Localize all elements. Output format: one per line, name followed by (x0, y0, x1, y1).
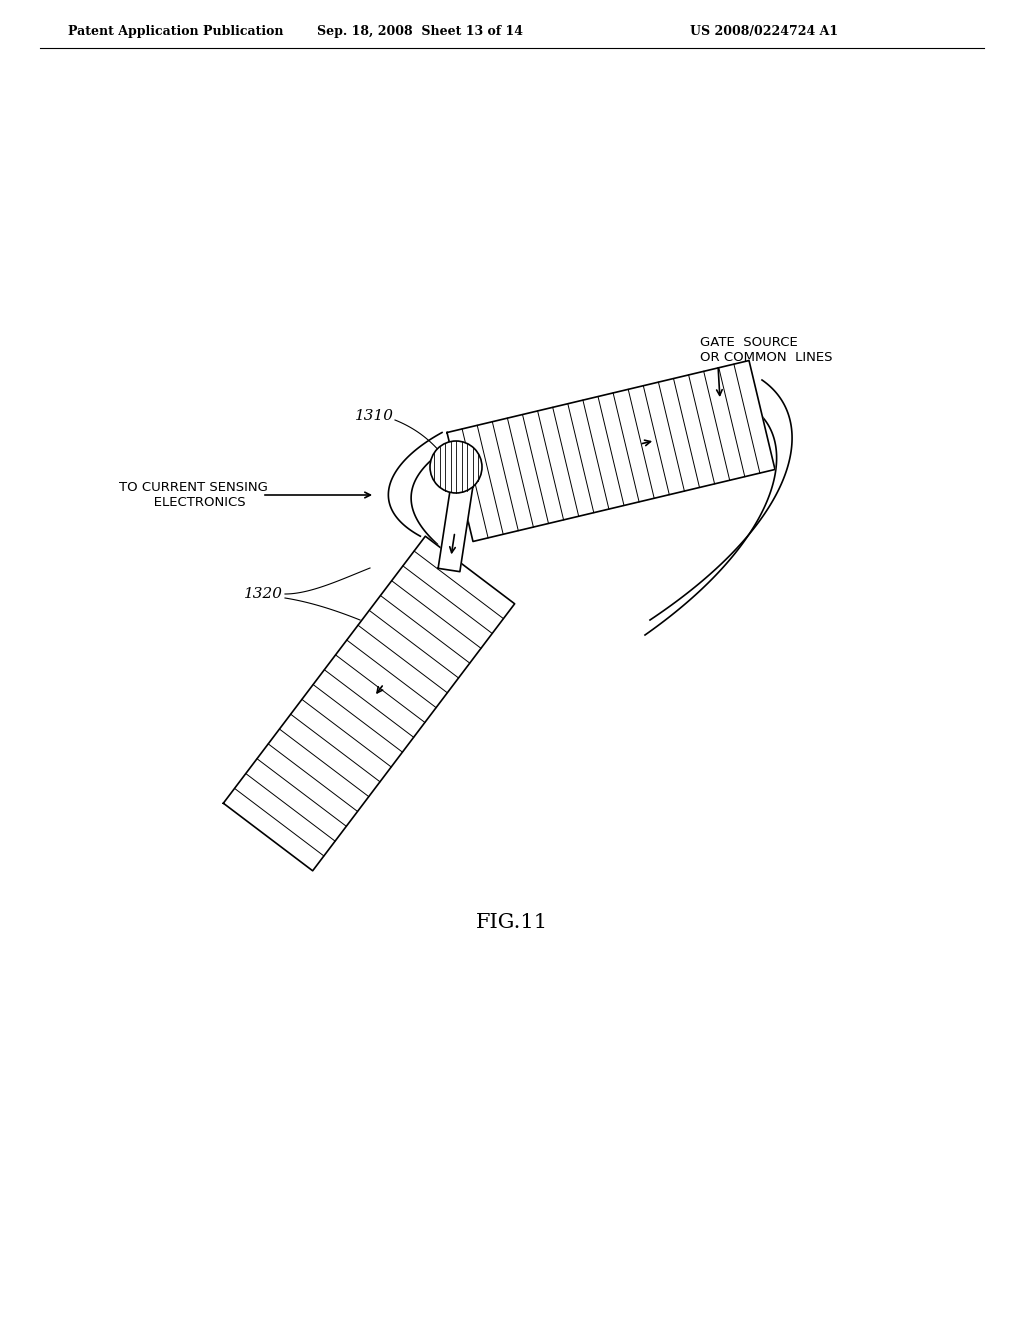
Text: 1320: 1320 (244, 587, 283, 601)
Circle shape (430, 441, 482, 492)
Text: FIG.11: FIG.11 (476, 912, 548, 932)
Text: GATE  SOURCE
OR COMMON  LINES: GATE SOURCE OR COMMON LINES (700, 337, 833, 364)
Text: 1310: 1310 (355, 409, 394, 422)
Polygon shape (447, 360, 775, 541)
Text: Sep. 18, 2008  Sheet 13 of 14: Sep. 18, 2008 Sheet 13 of 14 (317, 25, 523, 38)
Text: Patent Application Publication: Patent Application Publication (68, 25, 284, 38)
Text: TO CURRENT SENSING
   ELECTRONICS: TO CURRENT SENSING ELECTRONICS (119, 480, 267, 510)
Text: US 2008/0224724 A1: US 2008/0224724 A1 (690, 25, 838, 38)
Polygon shape (438, 483, 473, 572)
Polygon shape (223, 536, 515, 871)
